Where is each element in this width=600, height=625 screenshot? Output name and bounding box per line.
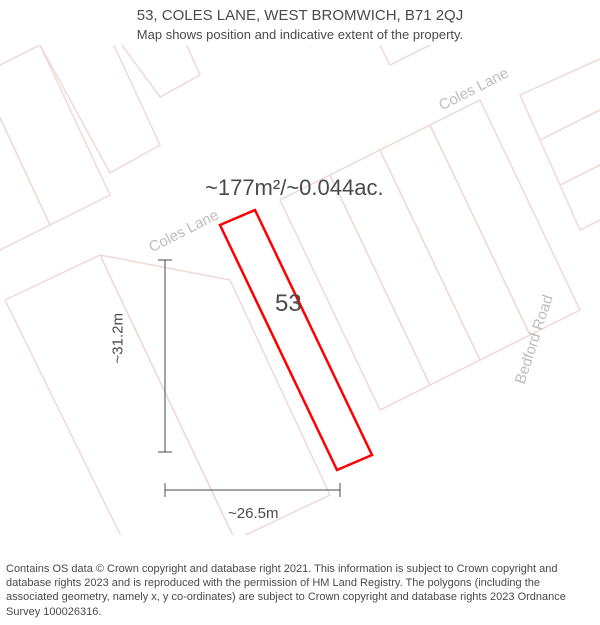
property-highlight <box>220 210 372 470</box>
dimension-height-label: ~31.2m <box>110 313 127 363</box>
page-subtitle: Map shows position and indicative extent… <box>0 26 600 44</box>
map-canvas: ~177m²/~0.044ac. 53 ~31.2m ~26.5m Coles … <box>0 45 600 535</box>
page-title: 53, COLES LANE, WEST BROMWICH, B71 2QJ <box>0 6 600 26</box>
road-coles-lane <box>0 45 600 390</box>
dimension-width-label: ~26.5m <box>228 505 278 522</box>
copyright-footer: Contains OS data © Crown copyright and d… <box>6 562 594 619</box>
dimension-lines <box>158 260 340 497</box>
header: 53, COLES LANE, WEST BROMWICH, B71 2QJ M… <box>0 0 600 44</box>
area-label: ~177m²/~0.044ac. <box>205 175 384 201</box>
property-number: 53 <box>275 290 302 318</box>
